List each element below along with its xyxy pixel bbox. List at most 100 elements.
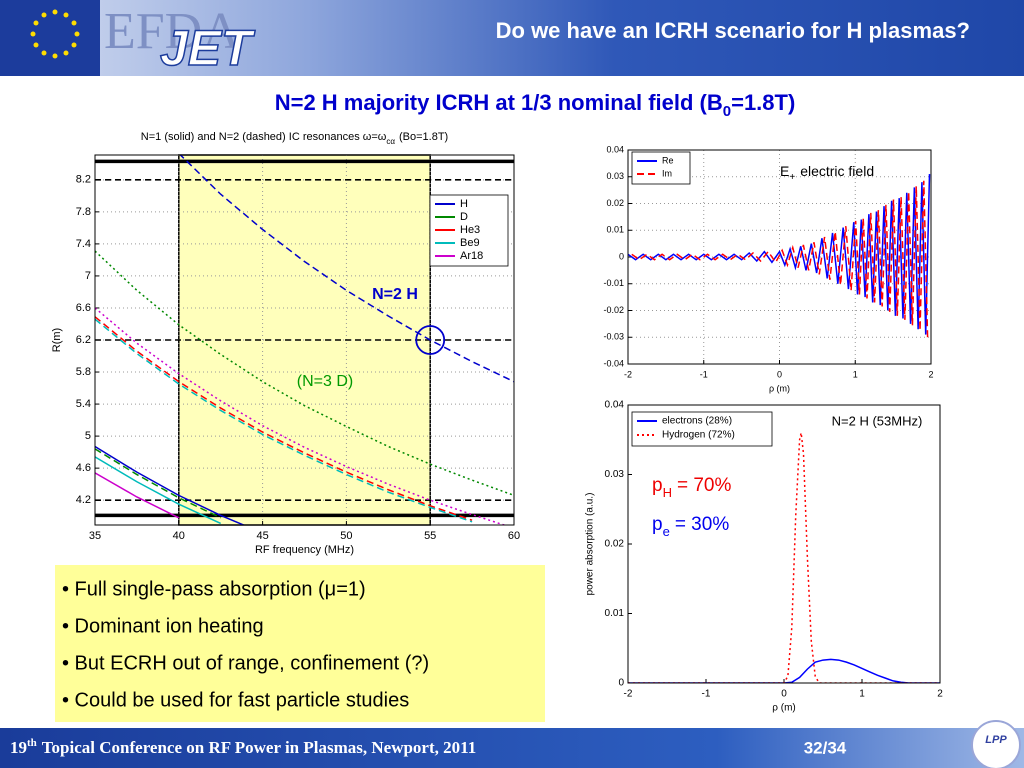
subtitle-text: N=2 H majority ICRH at 1/3 nominal field… [275,90,723,115]
series-line [95,318,473,523]
footer-conference: 19th Topical Conference on RF Power in Pl… [10,737,476,757]
legend-label: D [460,211,468,223]
legend-label: electrons (28%) [662,416,732,427]
y-tick-label: 0.01 [605,608,625,619]
eu-flag [0,0,100,76]
chart: -0.04 -0.03 -0.02 -0.01 0 0.01 0.02 0.03 0.04 -2 -… [603,144,933,393]
series-line [628,658,940,683]
y-tick-label: -0.01 [603,278,624,288]
y-tick-label: -0.03 [603,332,624,342]
y-tick-label: 0.03 [606,171,624,181]
x-axis-label: RF frequency (MHz) [255,544,354,556]
slide-subtitle: N=2 H majority ICRH at 1/3 nominal field… [275,90,796,121]
y-tick-label: 5 [85,430,91,442]
annotation-text: p [652,514,663,535]
annotation-sub: H [663,485,672,500]
series-line [179,155,514,383]
x-tick-label: 35 [89,530,101,542]
y-tick-label: -0.04 [603,358,624,368]
y-tick-label: 6.6 [76,302,91,314]
annotation-text: E [780,163,789,179]
header-bar [0,0,1024,76]
x-tick-label: 1 [859,689,865,700]
y-tick-label: 0.02 [606,198,624,208]
legend-box [631,151,691,185]
plot-frame [627,404,941,684]
subtitle-sub: 0 [723,103,731,120]
bullet-box [55,565,545,722]
x-tick-label: 0 [777,369,782,379]
series-line [631,180,929,338]
x-axis-label: ρ (m) [769,383,790,393]
annotation: (N=3 D) [297,373,353,390]
series-line [95,445,246,525]
annotation-text: = 70% [677,475,732,496]
y-tick-label: 7 [85,270,91,282]
title-text: N=1 (solid) and N=2 (dashed) IC resonanc… [141,131,387,143]
bullet-item: • Full single-pass absorption (μ=1) [62,578,366,600]
title-sub: cα [386,137,395,146]
series-line [95,316,473,521]
legend-label: Im [662,168,672,178]
y-tick-label: 7.8 [76,206,91,218]
annotation: N=2 H [372,286,418,303]
annotation-text: electric field [800,163,874,179]
flag-stars [30,9,80,59]
y-tick-label: 5.4 [76,398,91,410]
x-tick-label: 55 [424,530,436,542]
lpp-logo [971,720,1021,768]
x-tick-label: -1 [702,689,711,700]
x-tick-label: 2 [928,369,933,379]
series-line [95,448,222,519]
y-tick-label: 0.02 [605,539,625,550]
bullet-item: • Could be used for fast particle studie… [62,689,409,711]
annotation-sub: e [663,524,670,539]
annotation-text: p [652,475,663,496]
annotation: pe = 30% [652,514,729,539]
x-tick-label: -2 [624,689,633,700]
x-tick-label: -1 [700,369,708,379]
x-tick-label: 40 [173,530,185,542]
x-tick-label: 2 [937,689,943,700]
chart-title: N=1 (solid) and N=2 (dashed) IC resonanc… [141,131,448,146]
logo-jet: JET [160,20,256,76]
bullet-item: • Dominant ion heating [62,615,264,637]
plot-frame [94,154,515,526]
y-tick-label: 6.2 [76,334,91,346]
annotation: pH = 70% [652,475,731,500]
x-tick-label: -2 [624,369,632,379]
series-line [95,456,222,525]
x-tick-label: 50 [340,530,352,542]
plot-area [628,405,940,683]
y-tick-label: 8.2 [76,174,91,186]
series-line [95,250,514,497]
x-tick-label: 60 [508,530,520,542]
y-tick-label: 5.8 [76,366,91,378]
plot-frame [627,149,932,365]
x-tick-label: 0 [781,689,787,700]
series-line [95,472,180,519]
x-tick-label: 45 [256,530,268,542]
chart: 4.2 4.6 5 5.4 5.8 6.2 6.6 7 7.4 7.8 8.2 35 40 45 50 55 6… [51,131,520,556]
legend-box [631,411,773,447]
series-line [628,174,931,335]
legend-label: Hydrogen (72%) [662,430,735,441]
footer-bar [0,728,1024,768]
lpp-logo-text: LPP [985,734,1007,746]
series-line [628,432,940,683]
y-tick-label: 0.04 [606,144,624,154]
y-tick-label: 4.2 [76,494,91,506]
y-axis-label: R(m) [51,328,63,352]
legend-label: H [460,198,468,210]
legend-label: He3 [460,224,480,236]
y-axis-label: power absorption (a.u.) [585,493,596,596]
logo-efda: EFDA [104,3,240,60]
y-tick-label: 0.04 [605,400,625,411]
footer-text: Topical Conference on RF Power in Plasma… [42,738,476,757]
y-tick-label: 0.01 [606,225,624,235]
y-tick-label: 4.6 [76,462,91,474]
x-tick-label: 1 [853,369,858,379]
y-tick-label: 7.4 [76,238,91,250]
